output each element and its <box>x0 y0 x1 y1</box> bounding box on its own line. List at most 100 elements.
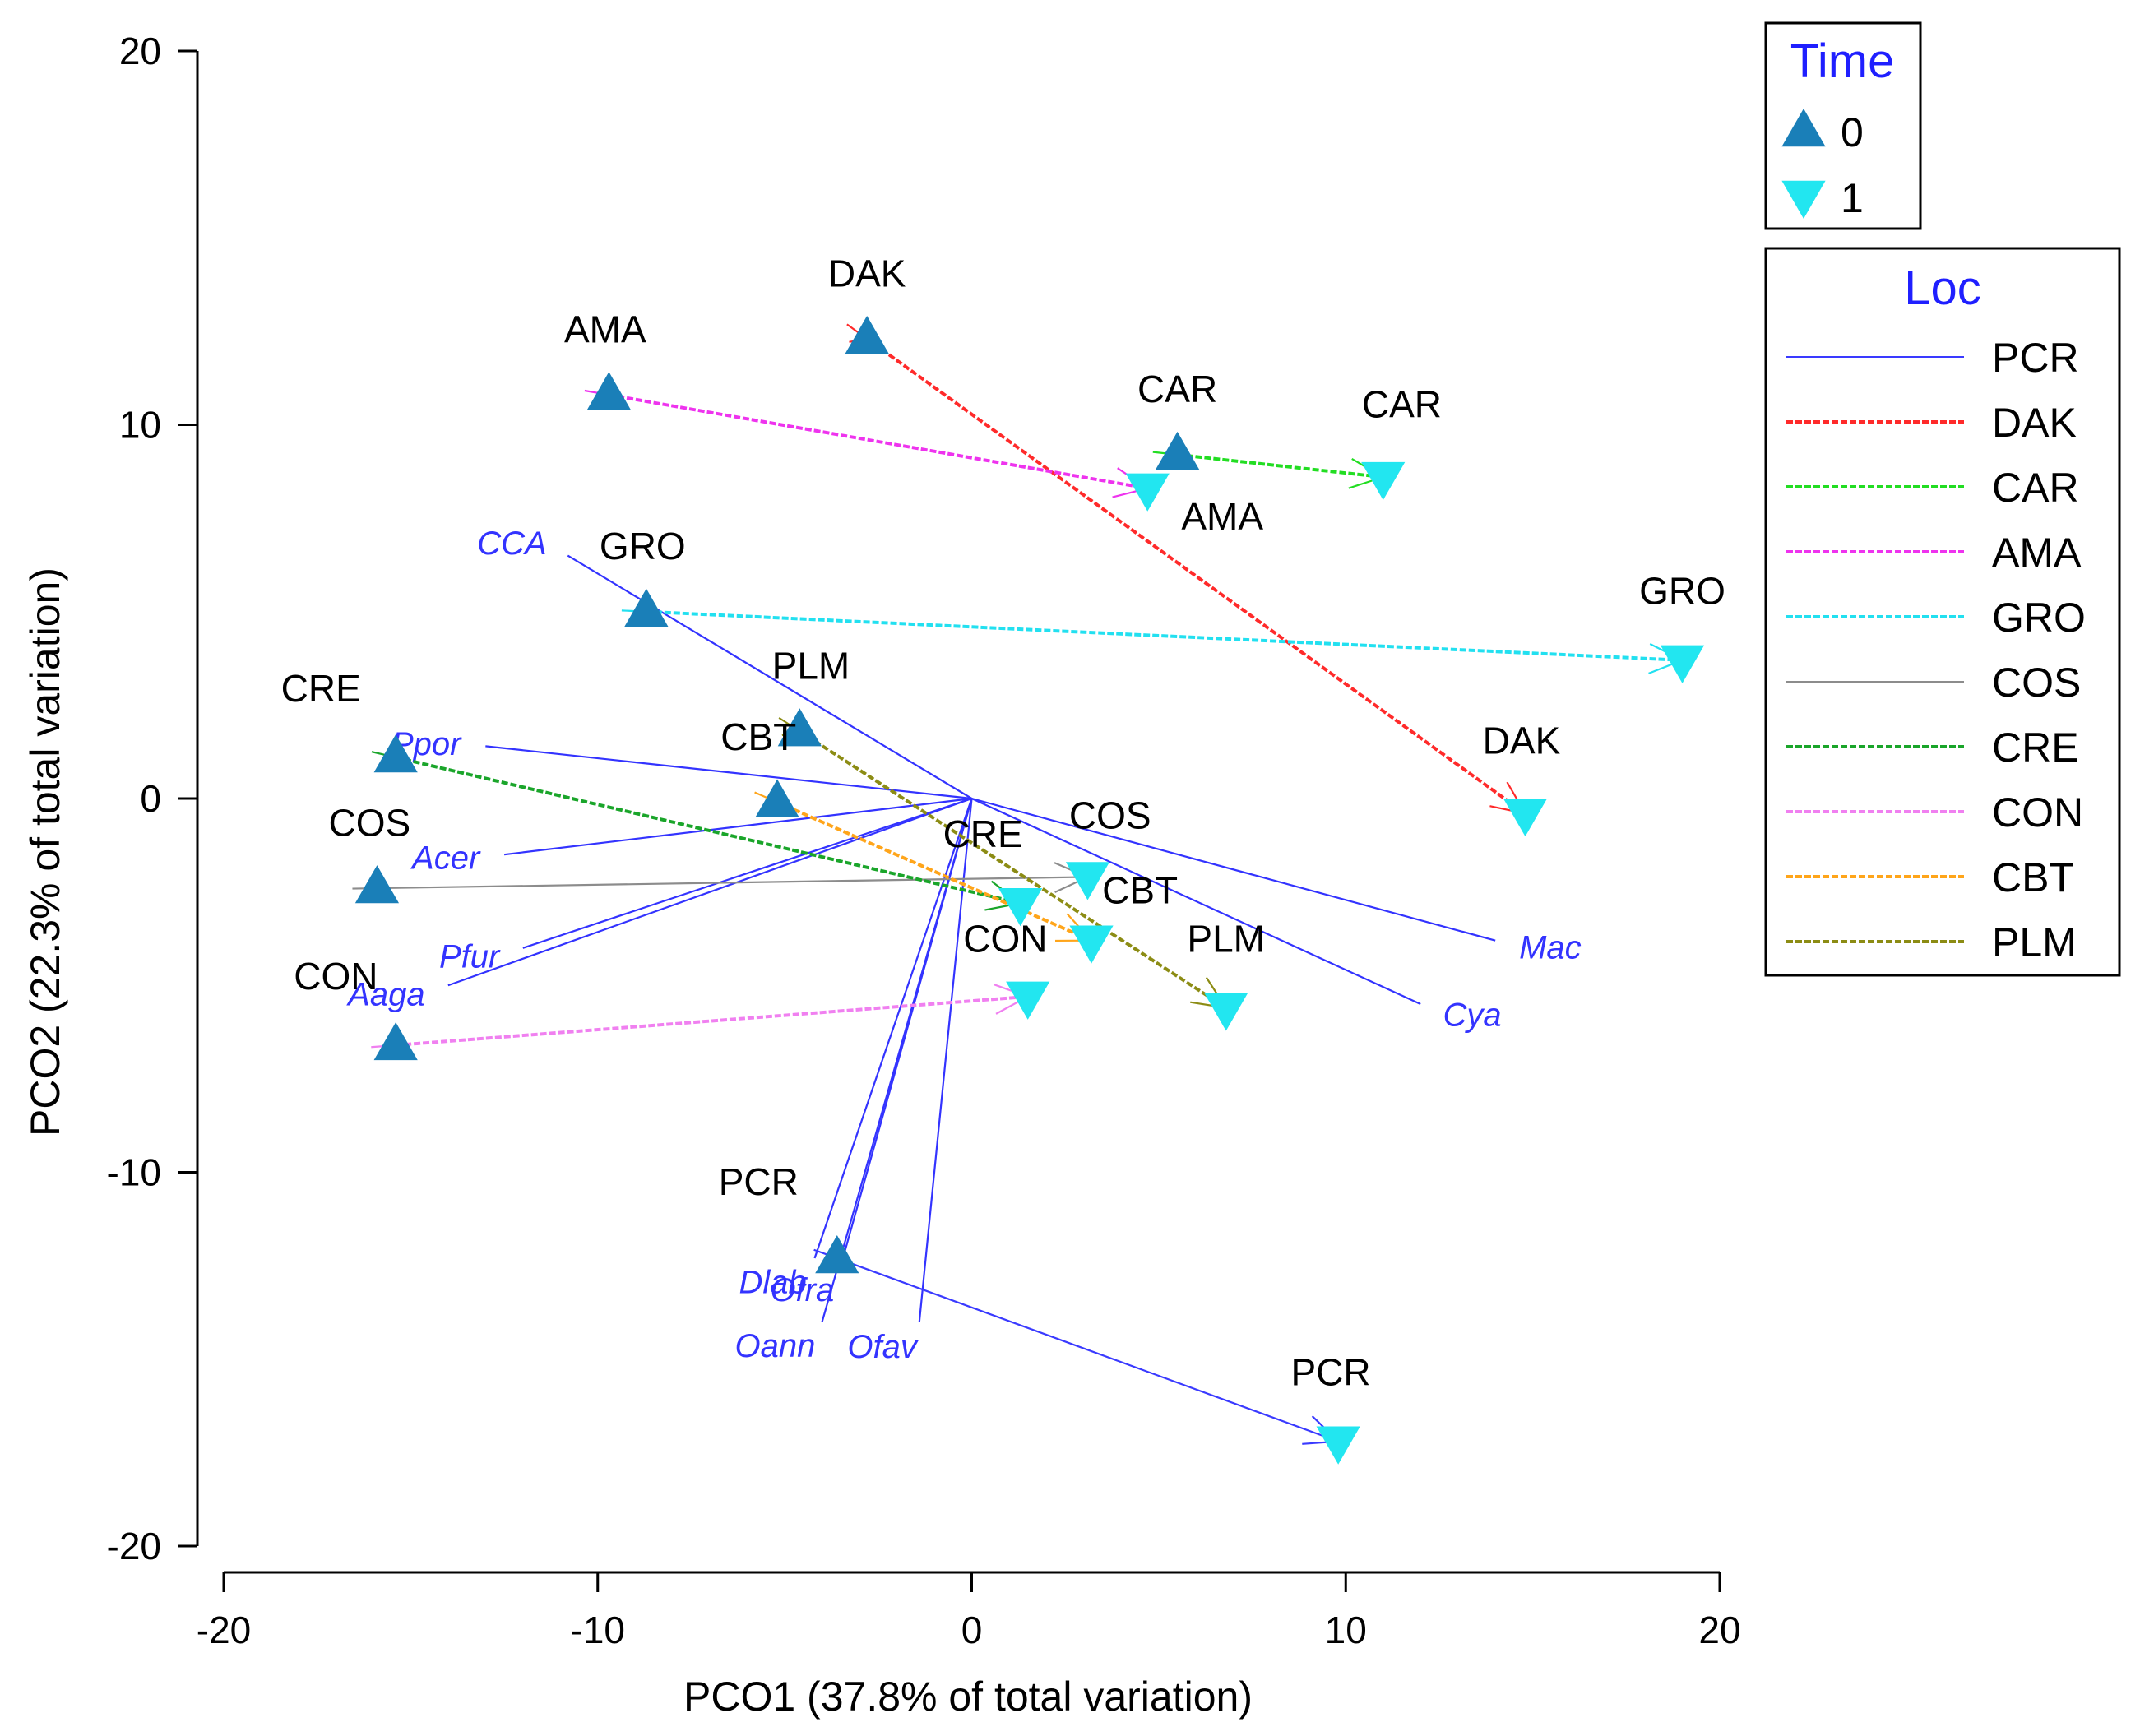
site-label: GRO <box>600 525 686 567</box>
trajectory-cre <box>395 756 1021 905</box>
legend-loc-label: CBT <box>1992 854 2074 900</box>
point-time1-con <box>1006 981 1050 1020</box>
point-time1-ama <box>1125 473 1170 512</box>
legend-loc-title: Loc <box>1904 262 1981 315</box>
vector-label: Ofra <box>770 1272 834 1308</box>
y-tick-label: 20 <box>119 30 161 72</box>
vector-line <box>485 745 972 800</box>
legend-loc-label: CON <box>1992 789 2083 836</box>
point-time1-plm <box>1204 993 1248 1031</box>
site-label: PCR <box>1290 1351 1370 1394</box>
y-tick-label: 0 <box>140 777 161 820</box>
site-label: AMA <box>1181 495 1263 538</box>
trajectory-ama <box>609 393 1148 490</box>
trajectory-lines <box>352 323 1685 1445</box>
trajectory-cos <box>377 876 1088 890</box>
site-label: CON <box>963 917 1047 960</box>
point-time0-cos <box>354 865 400 904</box>
vector-label: Oann <box>734 1328 815 1364</box>
vector-label: Ofav <box>847 1329 918 1365</box>
point-time0-con <box>373 1021 418 1061</box>
point-time0-dak <box>845 315 889 354</box>
site-label: CBT <box>720 715 796 758</box>
vector-line <box>971 797 1421 1005</box>
point-time0-ama <box>586 372 631 410</box>
axes: -20 -10 0 10 20 -20 -10 0 10 20 <box>107 30 1741 1651</box>
point-time1-cbt <box>1069 925 1114 964</box>
point-time0-car <box>1156 431 1200 470</box>
x-tick-label: 20 <box>1698 1609 1740 1651</box>
site-label: CRE <box>281 667 361 710</box>
points <box>354 315 1705 1465</box>
vector-label: Cya <box>1443 997 1501 1033</box>
legend-loc-label: PCR <box>1992 335 2079 381</box>
vector-line <box>821 798 973 1322</box>
point-time1-dak <box>1503 798 1548 837</box>
site-label: GRO <box>1639 570 1725 613</box>
point-time1-car <box>1361 461 1406 501</box>
vector-label: Aaga <box>346 976 424 1012</box>
site-label: PCR <box>719 1160 799 1203</box>
site-label: AMA <box>564 308 646 351</box>
trajectory-cbt <box>776 800 1092 942</box>
x-axis-title: PCO1 (37.8% of total variation) <box>683 1674 1253 1720</box>
site-label: CAR <box>1362 382 1442 425</box>
point-time0-pcr <box>815 1235 859 1274</box>
legend-loc-label: CAR <box>1992 465 2079 511</box>
point-time1-pcr <box>1316 1426 1360 1465</box>
trajectory-con <box>396 994 1028 1047</box>
legend-time-title: Time <box>1790 35 1895 88</box>
legend-loc-label: PLM <box>1992 919 2077 965</box>
site-label: DAK <box>828 252 906 294</box>
trajectory-gro <box>646 609 1683 662</box>
x-tick-label: -20 <box>197 1609 251 1651</box>
site-label: CRE <box>943 812 1023 855</box>
vector-label: Dlab <box>739 1264 807 1300</box>
y-axis-title: PCO2 (22.3% of total variation) <box>22 567 68 1137</box>
legend-time: Time 0 1 <box>1764 21 1922 230</box>
legend-loc-label: AMA <box>1992 530 2082 576</box>
x-tick-label: 10 <box>1325 1609 1367 1651</box>
point-time1-cos <box>1065 862 1110 900</box>
site-label: COS <box>329 801 411 844</box>
point-time1-gro <box>1660 645 1705 683</box>
legend-loc: Loc PCR DAK CAR AMA GRO COS CRE CON CBT PLM <box>1764 247 2121 977</box>
legend-loc-label: COS <box>1992 660 2081 706</box>
point-time0-plm <box>777 708 822 747</box>
site-label: COS <box>1069 794 1151 836</box>
site-label: CAR <box>1137 368 1217 410</box>
vector-line <box>567 554 973 799</box>
site-label: CON <box>294 955 378 998</box>
point-time0-gro <box>624 588 669 627</box>
legend-time-marker <box>1781 109 1826 147</box>
vector-line <box>503 797 972 856</box>
vector-label: Pfur <box>439 938 501 974</box>
legend-loc-label: CRE <box>1992 724 2079 771</box>
vector-label: Mac <box>1519 930 1582 966</box>
legend-time-marker <box>1781 180 1826 219</box>
legend-time-label: 0 <box>1841 109 1864 155</box>
site-label: PLM <box>1187 917 1265 960</box>
site-label: PLM <box>772 645 850 687</box>
point-time1-cre <box>998 888 1043 927</box>
site-label: DAK <box>1483 719 1561 762</box>
y-tick-label: 10 <box>119 404 161 447</box>
legend-time-label: 1 <box>1841 175 1864 221</box>
y-tick-label: -10 <box>107 1151 161 1194</box>
point-labels: PCR PCR DAK DAK CAR CAR AMA AMA GRO GRO COS COS CRE C… <box>281 252 1725 1393</box>
vector-line <box>522 797 972 949</box>
point-time0-cbt <box>755 779 799 817</box>
legend-loc-label: GRO <box>1992 595 2086 641</box>
site-label: CBT <box>1102 868 1178 911</box>
x-tick-label: -10 <box>571 1609 625 1651</box>
x-tick-label: 0 <box>961 1609 983 1651</box>
trajectory-pcr <box>836 1257 1339 1442</box>
legend-loc-label: DAK <box>1992 400 2077 446</box>
vector-label: CCA <box>477 525 546 562</box>
trajectory-plm <box>799 729 1227 1010</box>
point-time0-cre <box>373 734 418 773</box>
trajectory-car <box>1177 452 1383 479</box>
vector-line <box>971 797 1496 942</box>
